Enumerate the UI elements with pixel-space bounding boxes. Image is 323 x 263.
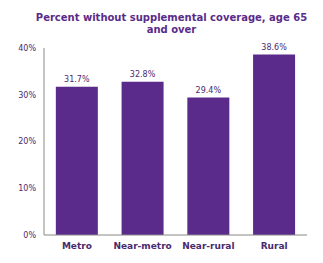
svg-text:29.4%: 29.4% [196, 86, 222, 95]
svg-text:Rural: Rural [261, 241, 288, 251]
svg-text:Near-metro: Near-metro [113, 241, 171, 251]
svg-text:31.7%: 31.7% [64, 75, 90, 84]
svg-text:Near-rural: Near-rural [182, 241, 234, 251]
svg-text:0%: 0% [23, 231, 36, 240]
svg-text:Metro: Metro [62, 241, 92, 251]
html-text:Percent without supplemental c: Percent without supplemental coverage, a… [35, 12, 308, 35]
svg-text:32.8%: 32.8% [130, 70, 156, 79]
svg-text:38.6%: 38.6% [261, 43, 287, 52]
svg-text:40%: 40% [18, 44, 36, 53]
svg-text:20%: 20% [18, 137, 36, 146]
svg-text:30%: 30% [18, 91, 36, 100]
svg-text:10%: 10% [18, 184, 36, 193]
